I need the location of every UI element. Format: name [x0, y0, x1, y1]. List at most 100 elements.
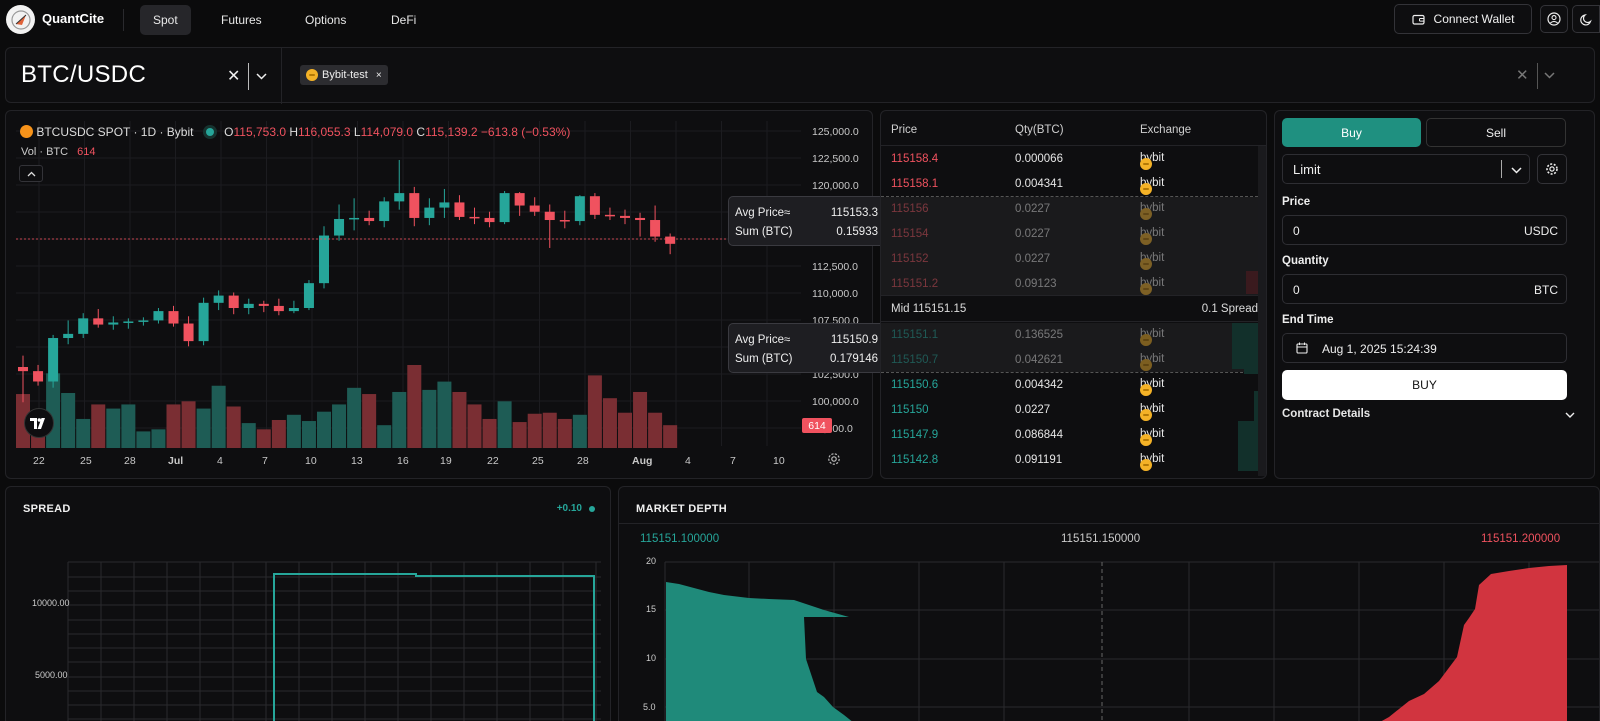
time-axis-tick: 7 [730, 455, 736, 467]
volume-bar [633, 391, 648, 448]
bid-row[interactable]: 115151.1 0.136525 bybit [881, 323, 1258, 348]
tab-futures[interactable]: Futures [221, 13, 262, 27]
ask-row[interactable]: 115151.2 0.09123 bybit [881, 272, 1258, 297]
tooltip-avg-value: 115150.9 [830, 334, 878, 346]
candle-body [514, 193, 525, 206]
candle-body [153, 311, 164, 321]
exchanges-dropdown-chevron-icon[interactable] [1544, 67, 1555, 82]
candle-body [574, 196, 585, 222]
calendar-icon [1296, 342, 1308, 354]
connect-wallet-button[interactable]: Connect Wallet [1394, 4, 1532, 34]
header-divider [881, 145, 1266, 146]
submit-buy-button[interactable]: BUY [1282, 370, 1567, 400]
tab-defi[interactable]: DeFi [391, 13, 417, 27]
ask-row[interactable]: 115156 0.0227 bybit [881, 197, 1258, 222]
exchange-chip[interactable]: Bybit-test × [300, 65, 388, 85]
end-time-picker[interactable]: Aug 1, 2025 15:24:39 [1282, 333, 1567, 363]
bybit-coin-icon [1140, 459, 1152, 471]
volume-bar [61, 393, 76, 448]
theme-toggle-button[interactable] [1572, 5, 1600, 33]
ask-row[interactable]: 115152 0.0227 bybit [881, 247, 1258, 272]
candle-body [93, 318, 104, 325]
bid-row[interactable]: 115150.7 0.042621 bybit [881, 348, 1258, 373]
volume-bar [467, 404, 482, 448]
tab-options[interactable]: Options [305, 13, 347, 27]
candle-body [499, 193, 510, 223]
symbol-select[interactable]: BTC/USDC [21, 61, 147, 88]
bid-row[interactable]: 115147.9 0.086844 bybit [881, 423, 1258, 448]
price-chart[interactable] [6, 111, 874, 480]
bid-row[interactable]: 115150 0.0227 bybit [881, 398, 1258, 423]
candle-body [469, 216, 480, 219]
bybit-coin-icon [1140, 208, 1152, 220]
ask-row[interactable]: 115158.4 0.000066 bybit [881, 147, 1258, 172]
bid-exchange: bybit [1140, 328, 1165, 346]
volume-bar [663, 425, 678, 448]
depth-ask-price: 115151.200000 [1481, 533, 1561, 545]
brand-name: QuantCite [42, 11, 105, 26]
tooltip-avg-label: Avg Price≈ [735, 207, 791, 219]
volume-bar [572, 414, 587, 448]
quantity-input-value: 0 [1293, 283, 1300, 297]
volume-bar [377, 425, 392, 448]
symbol-dropdown-chevron-icon[interactable] [252, 61, 270, 91]
candle-body [364, 217, 375, 222]
bid-qty: 0.086844 [1015, 429, 1063, 441]
sell-tab[interactable]: Sell [1426, 118, 1566, 147]
quantity-unit: BTC [1534, 283, 1558, 297]
ohlc-low: 114,079.0 [360, 125, 414, 139]
ask-row[interactable]: 115154 0.0227 bybit [881, 222, 1258, 247]
bid-row[interactable]: 115142.8 0.091191 bybit [881, 448, 1258, 473]
depth-chart[interactable] [619, 487, 1600, 721]
tradingview-logo[interactable] [24, 408, 54, 438]
ask-row[interactable]: 115158.1 0.004341 bybit [881, 172, 1258, 197]
wallet-icon [1411, 14, 1425, 25]
exchange-chip-label: Bybit-test [322, 69, 368, 81]
time-axis-tick: Jul [168, 455, 184, 467]
contract-details-toggle[interactable]: Contract Details [1282, 408, 1575, 426]
ask-qty: 0.004341 [1015, 178, 1063, 190]
contract-details-label: Contract Details [1282, 408, 1371, 420]
exchange-name: bybit [1140, 328, 1165, 340]
price-input[interactable]: 0 USDC [1282, 215, 1567, 245]
tooltip-sum-value: 0.179146 [830, 353, 878, 365]
candle-body [48, 338, 59, 382]
ask-qty: 0.000066 [1015, 153, 1063, 165]
bid-exchange: bybit [1140, 378, 1164, 396]
order-settings-button[interactable] [1537, 154, 1567, 184]
candle-body [409, 193, 420, 218]
logo-icon [10, 9, 31, 30]
spread-panel: SPREAD +0.10 10000.00 5000.00 [5, 486, 611, 721]
volume-bar [332, 404, 347, 448]
candle-body [439, 202, 450, 208]
collapse-legend-button[interactable] [19, 165, 43, 182]
tab-spot[interactable]: Spot [140, 5, 191, 35]
time-axis-tick: 22 [487, 455, 499, 467]
ask-price: 115158.4 [891, 153, 939, 165]
candle-body [394, 193, 405, 202]
price-label: Price [1282, 196, 1311, 208]
book-scrollbar[interactable] [1258, 146, 1266, 476]
volume-bar [196, 408, 211, 448]
logo[interactable] [6, 5, 35, 34]
clear-exchanges-icon[interactable]: ✕ [1516, 67, 1529, 84]
spread-y-tick: 10000.00 [32, 598, 70, 608]
bid-exchange: bybit [1140, 428, 1164, 446]
remove-chip-icon[interactable]: × [375, 69, 382, 81]
volume-bar [392, 391, 407, 448]
price-axis-tick: 120,000.0 [812, 180, 859, 192]
quantity-input[interactable]: 0 BTC [1282, 274, 1567, 304]
bid-price: 115150 [891, 404, 929, 416]
bid-row[interactable]: 115150.6 0.004342 bybit [881, 373, 1258, 398]
chart-settings-icon[interactable] [827, 452, 841, 469]
time-axis-tick: 28 [124, 455, 136, 467]
clear-symbol-icon[interactable]: ✕ [227, 68, 241, 85]
order-type-select[interactable]: Limit [1282, 154, 1530, 184]
mid-price: Mid 115151.15 [891, 303, 967, 315]
spread-chart[interactable] [6, 487, 612, 721]
bid-qty: 0.0227 [1015, 404, 1051, 416]
profile-button[interactable] [1540, 5, 1568, 33]
bid-aggregate-highlight [881, 323, 1258, 372]
ask-qty: 0.0227 [1015, 253, 1051, 265]
buy-tab[interactable]: Buy [1282, 118, 1421, 147]
